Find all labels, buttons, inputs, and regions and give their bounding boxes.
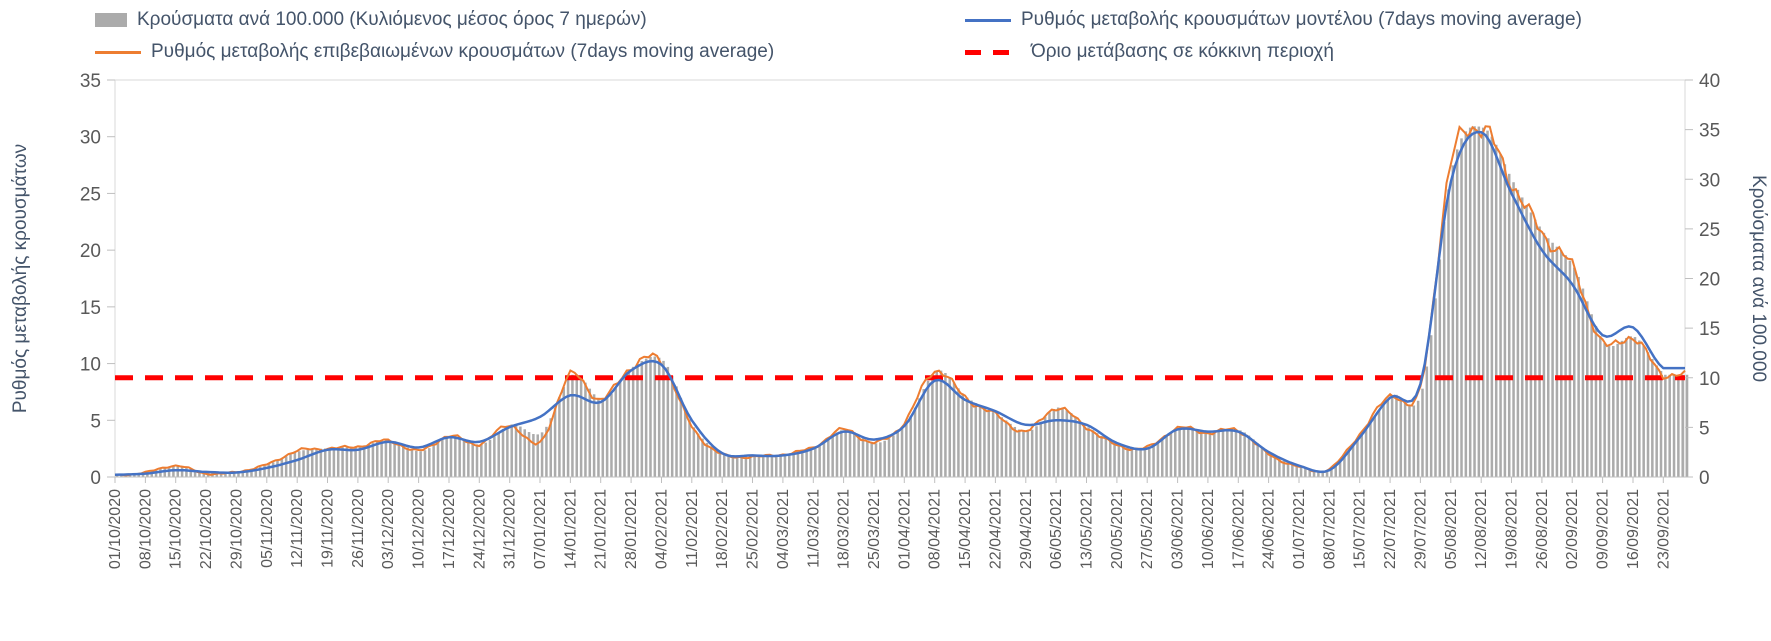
svg-text:08/07/2021: 08/07/2021 <box>1321 489 1338 569</box>
legend-item-confirmed-rate: Ρυθμός μεταβολής επιβεβαιωμένων κρουσμάτ… <box>95 41 774 63</box>
legend-label-cases-per-100k: Κρούσματα ανά 100.000 (Κυλιόμενος μέσος … <box>137 9 647 30</box>
svg-text:5: 5 <box>90 411 101 432</box>
svg-text:Κρούσματα ανά 100.000: Κρούσματα ανά 100.000 <box>1748 175 1769 382</box>
svg-text:20/05/2021: 20/05/2021 <box>1109 489 1126 569</box>
svg-text:04/03/2021: 04/03/2021 <box>775 489 792 569</box>
svg-text:25/03/2021: 25/03/2021 <box>866 489 883 569</box>
svg-text:25/02/2021: 25/02/2021 <box>745 489 762 569</box>
svg-text:14/01/2021: 14/01/2021 <box>562 489 579 569</box>
left-axis: 0 5 10 15 20 25 30 35 Ρυθμός μεταβολής κρουσμάτω… <box>10 71 115 489</box>
bar-series-legend-marker <box>95 13 127 27</box>
svg-text:30: 30 <box>80 128 101 149</box>
svg-text:29/04/2021: 29/04/2021 <box>1018 489 1035 569</box>
svg-text:27/05/2021: 27/05/2021 <box>1139 489 1156 569</box>
svg-text:23/09/2021: 23/09/2021 <box>1655 489 1672 569</box>
svg-text:29/10/2020: 29/10/2020 <box>228 489 245 569</box>
bars-series <box>115 126 1689 478</box>
svg-text:18/03/2021: 18/03/2021 <box>836 489 853 569</box>
svg-text:05/11/2020: 05/11/2020 <box>259 489 276 568</box>
svg-text:40: 40 <box>1699 71 1720 92</box>
svg-text:35: 35 <box>80 71 101 92</box>
x-axis: 01/10/2020 08/10/2020 15/10/2020 22/10/2020… <box>107 476 1685 569</box>
svg-text:09/09/2021: 09/09/2021 <box>1595 489 1612 569</box>
svg-text:15/10/2020: 15/10/2020 <box>168 489 185 569</box>
svg-text:25: 25 <box>80 184 101 205</box>
svg-text:03/12/2020: 03/12/2020 <box>380 489 397 569</box>
svg-text:12/11/2020: 12/11/2020 <box>289 489 306 568</box>
svg-text:04/02/2021: 04/02/2021 <box>654 489 671 569</box>
svg-text:01/07/2021: 01/07/2021 <box>1291 489 1308 569</box>
svg-text:17/12/2020: 17/12/2020 <box>441 489 458 569</box>
model-line-legend-marker <box>965 18 1011 22</box>
svg-text:18/02/2021: 18/02/2021 <box>714 489 731 569</box>
svg-text:16/09/2021: 16/09/2021 <box>1625 489 1642 569</box>
svg-text:20: 20 <box>1699 270 1720 291</box>
legend-item-cases-per-100k: Κρούσματα ανά 100.000 (Κυλιόμενος μέσος … <box>95 9 647 31</box>
legend-item-red-zone-threshold: Όριο μετάβασης σε κόκκινη περιοχή <box>965 41 1334 63</box>
svg-text:24/12/2020: 24/12/2020 <box>471 489 488 569</box>
svg-text:15/04/2021: 15/04/2021 <box>957 489 974 569</box>
svg-text:08/10/2020: 08/10/2020 <box>137 489 154 569</box>
svg-text:07/01/2021: 07/01/2021 <box>532 489 549 569</box>
svg-text:20: 20 <box>80 241 101 262</box>
threshold-legend-marker <box>965 49 1021 55</box>
svg-text:13/05/2021: 13/05/2021 <box>1079 489 1096 569</box>
svg-text:26/08/2021: 26/08/2021 <box>1534 489 1551 569</box>
svg-text:03/06/2021: 03/06/2021 <box>1170 489 1187 569</box>
right-axis: 0 5 10 15 20 25 30 35 40 Κρούσματα ανά 100.000 <box>1685 71 1769 489</box>
svg-text:01/10/2020: 01/10/2020 <box>107 489 124 569</box>
chart-legend: Κρούσματα ανά 100.000 (Κυλιόμενος μέσος … <box>0 0 1771 70</box>
svg-text:28/01/2021: 28/01/2021 <box>623 489 640 569</box>
svg-text:0: 0 <box>90 468 101 489</box>
legend-label-confirmed-rate: Ρυθμός μεταβολής επιβεβαιωμένων κρουσμάτ… <box>151 41 775 62</box>
svg-text:Ρυθμός μεταβολής κρουσμάτων: Ρυθμός μεταβολής κρουσμάτων <box>10 144 31 413</box>
svg-text:01/04/2021: 01/04/2021 <box>896 489 913 569</box>
confirmed-line-legend-marker <box>95 50 141 54</box>
svg-text:35: 35 <box>1699 121 1720 142</box>
svg-text:08/04/2021: 08/04/2021 <box>927 489 944 569</box>
svg-text:5: 5 <box>1699 418 1710 439</box>
svg-text:05/08/2021: 05/08/2021 <box>1443 489 1460 569</box>
svg-text:02/09/2021: 02/09/2021 <box>1564 489 1581 569</box>
svg-text:15: 15 <box>80 298 101 319</box>
svg-text:06/05/2021: 06/05/2021 <box>1048 489 1065 569</box>
svg-text:22/07/2021: 22/07/2021 <box>1382 489 1399 569</box>
svg-text:24/06/2021: 24/06/2021 <box>1261 489 1278 569</box>
svg-text:15: 15 <box>1699 319 1720 340</box>
svg-text:10: 10 <box>1699 369 1720 390</box>
svg-text:15/07/2021: 15/07/2021 <box>1352 489 1369 569</box>
svg-text:21/01/2021: 21/01/2021 <box>593 489 610 569</box>
svg-text:22/10/2020: 22/10/2020 <box>198 489 215 569</box>
svg-text:10/12/2020: 10/12/2020 <box>411 489 428 569</box>
legend-item-model-rate: Ρυθμός μεταβολής κρουσμάτων μοντέλου (7d… <box>965 9 1582 31</box>
legend-label-model-rate: Ρυθμός μεταβολής κρουσμάτων μοντέλου (7d… <box>1021 9 1582 30</box>
svg-text:31/12/2020: 31/12/2020 <box>502 489 519 569</box>
svg-text:10/06/2021: 10/06/2021 <box>1200 489 1217 569</box>
svg-text:19/08/2021: 19/08/2021 <box>1504 489 1521 569</box>
svg-text:12/08/2021: 12/08/2021 <box>1473 489 1490 569</box>
svg-text:29/07/2021: 29/07/2021 <box>1412 489 1429 569</box>
svg-text:0: 0 <box>1699 468 1710 489</box>
svg-text:11/02/2021: 11/02/2021 <box>684 489 701 568</box>
svg-text:30: 30 <box>1699 170 1720 191</box>
svg-text:17/06/2021: 17/06/2021 <box>1230 489 1247 569</box>
svg-text:19/11/2020: 19/11/2020 <box>320 489 337 568</box>
svg-text:22/04/2021: 22/04/2021 <box>987 489 1004 569</box>
model-rate-line <box>114 130 1685 476</box>
svg-text:26/11/2020: 26/11/2020 <box>350 489 367 568</box>
svg-text:10: 10 <box>80 355 101 376</box>
svg-text:25: 25 <box>1699 220 1720 241</box>
svg-text:11/03/2021: 11/03/2021 <box>805 489 822 568</box>
legend-label-red-zone-threshold: Όριο μετάβασης σε κόκκινη περιοχή <box>1031 41 1334 62</box>
